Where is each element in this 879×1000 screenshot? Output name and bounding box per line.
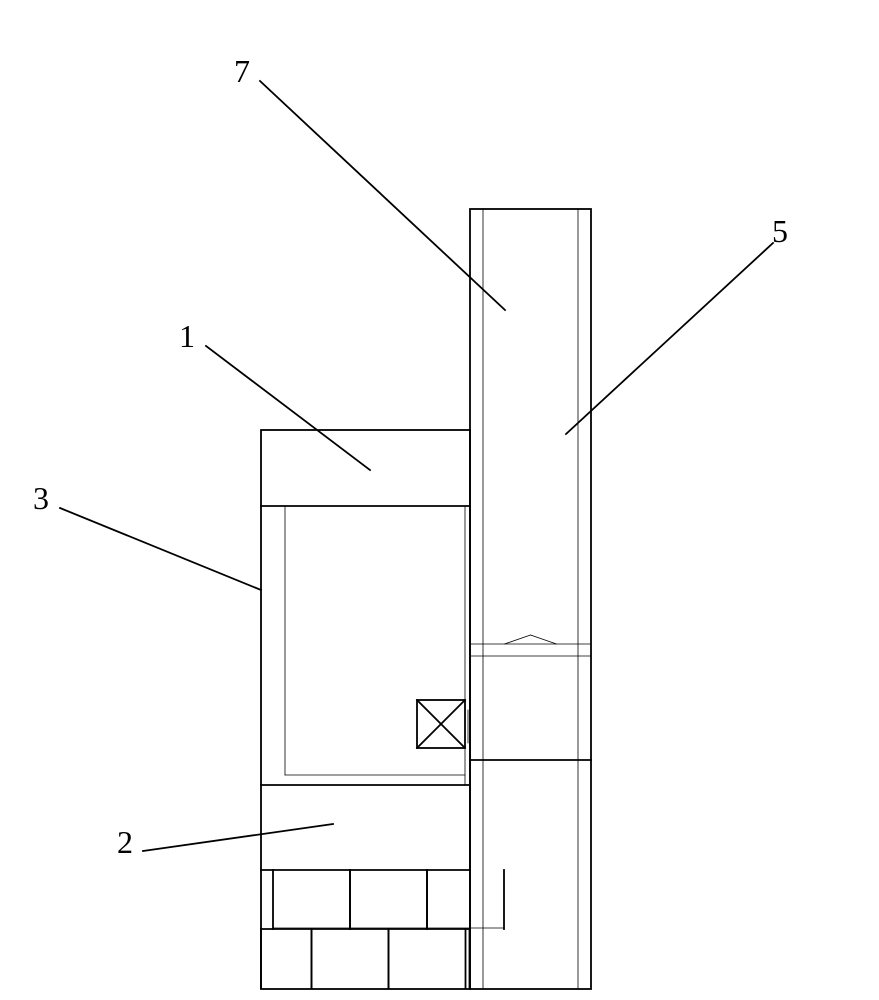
callout-7: 7 [234,53,250,90]
callout-3: 3 [33,480,49,517]
callout-5: 5 [772,213,788,250]
callout-1: 1 [179,318,195,355]
callout-2: 2 [117,824,133,861]
